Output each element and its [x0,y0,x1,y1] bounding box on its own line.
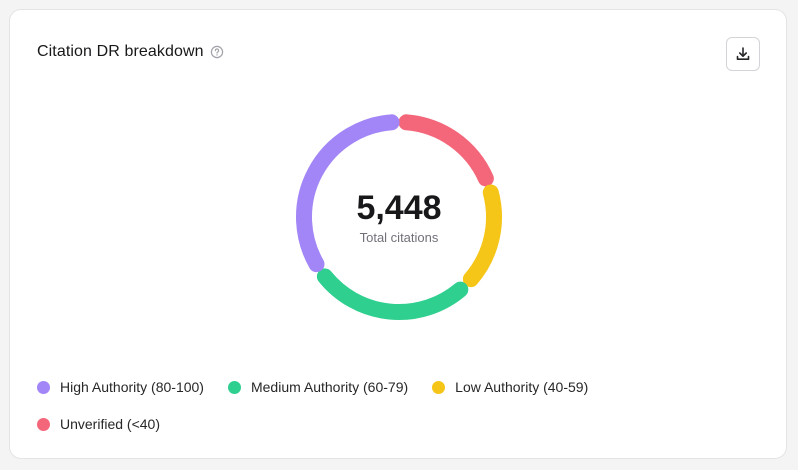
donut-chart: 5,448 Total citations [296,114,502,320]
donut-segments [296,114,502,320]
donut-segment-medium-authority[interactable] [316,268,469,320]
legend-item-medium-authority[interactable]: Medium Authority (60-79) [227,379,409,395]
download-button[interactable] [726,37,760,71]
total-citations-value: 5,448 [356,189,441,227]
legend-label-high: High Authority (80-100) [60,379,204,395]
total-citations-label: Total citations [360,230,439,245]
legend-label-unverified: Unverified (<40) [60,416,160,432]
legend-row: High Authority (80-100) Medium Authority… [37,376,737,398]
donut-segment-high-authority[interactable] [296,114,400,273]
download-icon [735,46,751,62]
card-title: Citation DR breakdown [37,43,204,60]
donut-segment-low-authority[interactable] [462,184,502,288]
card-header: Citation DR breakdown [37,43,224,61]
legend-item-unverified[interactable]: Unverified (<40) [37,416,160,432]
legend-dot-low [432,380,446,394]
legend-dot-high [37,380,50,394]
legend-item-low-authority[interactable]: Low Authority (40-59) [432,379,588,395]
question-circle-icon[interactable] [210,45,224,59]
citation-dr-card: Citation DR breakdown 5,448 Total citati… [9,9,787,459]
donut-segment-unverified[interactable] [398,114,494,187]
legend-row: Unverified (<40) [37,413,737,435]
legend-dot-medium [227,380,241,394]
legend-dot-unverified [37,417,50,431]
legend-label-medium: Medium Authority (60-79) [250,379,409,395]
legend-label-low: Low Authority (40-59) [455,379,589,395]
chart-legend: High Authority (80-100) Medium Authority… [37,376,737,450]
legend-item-high-authority[interactable]: High Authority (80-100) [37,379,204,395]
